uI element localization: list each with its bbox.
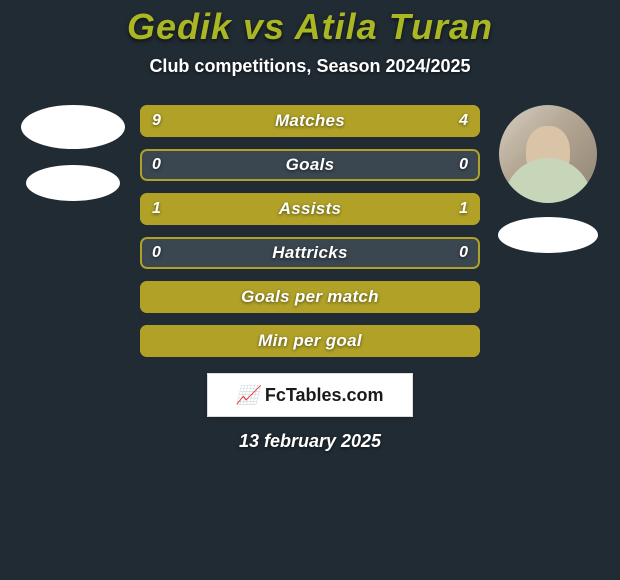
stats-bars: Matches94Goals00Assists11Hattricks00Goal… [140,105,480,357]
footer: 📈 FcTables.com 13 february 2025 [0,373,620,452]
stat-value-right: 4 [447,105,480,137]
player-right-avatar [499,105,597,203]
stat-value-left: 0 [140,237,173,269]
stat-value-left: 9 [140,105,173,137]
content-row: Matches94Goals00Assists11Hattricks00Goal… [0,105,620,357]
stat-label: Assists [140,193,480,225]
stat-value-right: 0 [447,149,480,181]
stat-bar-matches: Matches9 4 [140,105,480,137]
stat-value-right: 0 [447,237,480,269]
stat-value-right: 1 [447,193,480,225]
stat-label: Min per goal [140,325,480,357]
stat-value-left: 1 [140,193,173,225]
player-right [490,105,605,253]
stat-bar-min-per-goal: Min per goal [140,325,480,357]
player-right-team-badge [498,217,598,253]
site-logo[interactable]: 📈 FcTables.com [207,373,413,417]
subtitle: Club competitions, Season 2024/2025 [0,56,620,77]
stat-bar-hattricks: Hattricks0 0 [140,237,480,269]
comparison-card: Gedik vs Atila Turan Club competitions, … [0,0,620,580]
stat-label: Goals per match [140,281,480,313]
player-left [15,105,130,201]
date-text: 13 february 2025 [239,431,381,452]
player-left-team-badge [26,165,120,201]
stat-label: Goals [140,149,480,181]
stat-label: Matches [140,105,480,137]
team-badge-wrap [498,217,598,253]
logo-icon: 📈 [236,385,258,406]
stat-value-left: 0 [140,149,173,181]
logo-text: FcTables.com [265,385,384,406]
stat-label: Hattricks [140,237,480,269]
avatar-placeholder-icon [526,126,570,178]
stat-bar-goals-per-match: Goals per match [140,281,480,313]
player-left-avatar [21,105,125,149]
stat-bar-goals: Goals0 0 [140,149,480,181]
stat-bar-assists: Assists1 1 [140,193,480,225]
page-title: Gedik vs Atila Turan [0,6,620,48]
